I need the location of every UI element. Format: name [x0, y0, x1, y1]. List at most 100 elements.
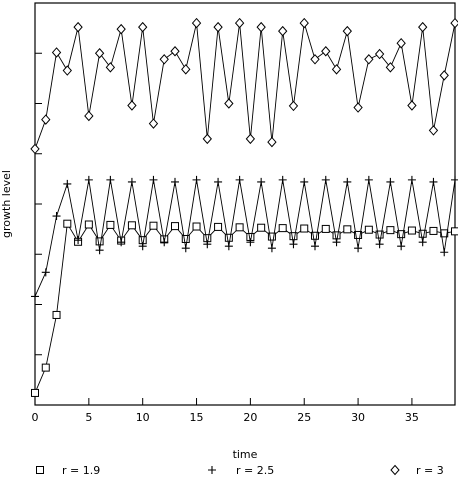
data-point [84, 175, 93, 184]
data-point [192, 175, 201, 184]
data-point [343, 177, 352, 186]
data-point [148, 118, 159, 129]
data-point [332, 238, 341, 247]
x-tick-label: 35 [405, 411, 419, 424]
data-point [407, 226, 416, 235]
data-point [332, 231, 341, 240]
data-point [95, 246, 104, 255]
data-point [428, 125, 439, 136]
data-point [418, 21, 428, 33]
x-axis-title: time [233, 448, 258, 461]
data-point [299, 17, 309, 29]
y-axis-title: growth level [0, 170, 13, 238]
data-point [203, 240, 212, 249]
data-point [256, 21, 266, 33]
legend-label: r = 3 [416, 464, 444, 477]
data-point [191, 17, 202, 29]
data-point [192, 222, 201, 231]
data-point [257, 177, 266, 186]
data-point [127, 221, 136, 230]
data-point [181, 244, 190, 253]
legend-label: r = 1.9 [62, 464, 100, 477]
data-point [95, 237, 104, 246]
legend-label: r = 2.5 [236, 464, 274, 477]
data-point [429, 226, 438, 235]
data-point [160, 238, 169, 247]
x-axis-ticks: 0 5 10 15 20 25 30 35 [32, 398, 419, 424]
data-point [106, 175, 115, 184]
series-line [34, 22, 456, 150]
data-point [31, 388, 39, 397]
data-point [321, 175, 330, 184]
data-point [138, 21, 148, 33]
data-point [127, 100, 137, 111]
data-point [170, 45, 180, 57]
data-point [30, 143, 40, 155]
x-tick-label: 20 [243, 411, 257, 424]
data-point [213, 21, 223, 33]
data-point [127, 177, 136, 186]
data-point [181, 234, 190, 243]
data-point [149, 221, 158, 230]
data-point [214, 177, 223, 186]
data-point [407, 100, 417, 111]
data-point [311, 242, 319, 251]
data-point [440, 229, 449, 238]
data-point [310, 54, 320, 65]
y-axis-ticks [35, 52, 42, 356]
data-point [396, 37, 406, 49]
data-point [202, 133, 212, 145]
data-point [289, 240, 298, 249]
data-point [385, 62, 396, 73]
data-point [31, 292, 39, 301]
data-point [364, 54, 374, 65]
data-point [375, 230, 384, 239]
data-point [440, 248, 449, 257]
data-point [171, 222, 179, 231]
x-tick-label: 10 [136, 411, 150, 424]
data-point [257, 223, 266, 232]
data-point [105, 62, 116, 73]
data-point [278, 224, 287, 233]
data-point [343, 225, 352, 234]
series-plus [31, 175, 458, 301]
data-point [84, 110, 94, 122]
data-point [106, 220, 115, 229]
data-point [375, 240, 384, 249]
data-point [234, 17, 245, 29]
data-point [224, 98, 234, 109]
data-point [300, 224, 309, 233]
series-line [34, 179, 456, 297]
legend-marker [36, 466, 44, 474]
data-point [267, 136, 277, 148]
data-point [267, 244, 276, 253]
data-point [451, 175, 458, 184]
data-point [84, 220, 93, 229]
x-tick-label: 5 [85, 411, 92, 424]
data-point [331, 64, 342, 75]
data-point [386, 177, 395, 186]
data-point [51, 47, 62, 58]
data-point [235, 175, 244, 184]
data-point [450, 17, 458, 29]
data-point [63, 179, 72, 188]
data-point [418, 229, 427, 238]
data-point [41, 363, 50, 372]
data-point [224, 242, 233, 251]
data-point [321, 224, 330, 233]
data-point [138, 242, 147, 251]
data-point [407, 175, 416, 184]
data-point [52, 310, 61, 319]
data-point [439, 70, 449, 81]
data-point [397, 230, 406, 239]
series-line [34, 222, 456, 394]
data-point [321, 45, 331, 57]
series-diamond [30, 17, 458, 155]
data-point [311, 231, 319, 240]
data-point [214, 222, 223, 231]
data-point [224, 233, 233, 242]
data-point [149, 175, 158, 184]
data-point [353, 102, 363, 113]
data-point [300, 177, 309, 186]
